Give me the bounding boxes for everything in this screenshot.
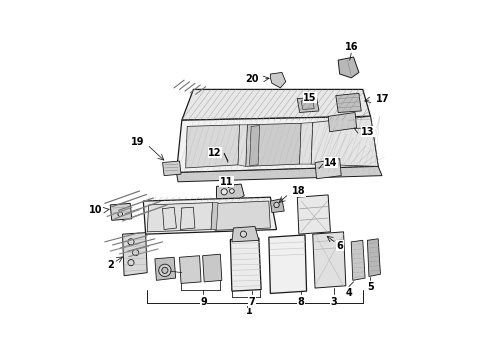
Polygon shape [203,254,222,282]
Polygon shape [186,125,240,168]
Text: 19: 19 [131,137,144,147]
Polygon shape [269,235,307,293]
Text: 16: 16 [344,42,358,52]
Text: 18: 18 [292,186,306,196]
Polygon shape [182,89,370,120]
Polygon shape [143,197,276,234]
Text: 13: 13 [361,127,375,137]
Polygon shape [179,256,201,283]
Text: 15: 15 [303,93,317,103]
Polygon shape [311,116,378,166]
Text: 5: 5 [367,282,374,292]
Circle shape [221,189,227,195]
Polygon shape [351,240,365,280]
Text: 8: 8 [298,297,305,307]
Text: 17: 17 [376,94,390,104]
Text: 9: 9 [200,297,207,307]
Polygon shape [368,239,381,276]
Polygon shape [163,161,181,176]
Polygon shape [313,232,346,288]
Text: 10: 10 [89,205,102,215]
Polygon shape [176,116,378,172]
Polygon shape [338,57,359,78]
Circle shape [118,212,122,216]
Text: 12: 12 [208,148,222,158]
Polygon shape [230,238,261,291]
Polygon shape [328,112,357,132]
Circle shape [132,249,139,256]
Polygon shape [270,199,284,213]
Circle shape [229,189,234,193]
Polygon shape [176,166,382,182]
Circle shape [240,231,246,237]
Polygon shape [147,203,213,232]
Circle shape [159,264,171,276]
Polygon shape [122,233,147,276]
Polygon shape [336,93,361,112]
Circle shape [128,260,134,266]
Polygon shape [217,184,244,201]
Polygon shape [315,159,341,179]
Polygon shape [301,100,314,109]
Polygon shape [238,125,247,166]
Circle shape [128,239,134,245]
Polygon shape [215,201,270,230]
Polygon shape [211,203,218,230]
Polygon shape [245,123,301,166]
Text: 20: 20 [245,75,259,84]
Circle shape [162,267,168,274]
Text: 11: 11 [220,177,233,187]
Text: 1: 1 [246,306,253,316]
Polygon shape [110,203,132,220]
Text: 2: 2 [107,260,114,270]
Text: 4: 4 [345,288,352,298]
Polygon shape [270,72,286,88]
Text: 7: 7 [248,297,255,307]
Polygon shape [249,126,260,166]
Polygon shape [297,97,319,112]
Polygon shape [232,226,259,242]
Circle shape [274,202,279,208]
Polygon shape [297,195,330,234]
Text: 14: 14 [324,158,338,167]
Polygon shape [155,257,175,280]
Circle shape [182,271,187,276]
Polygon shape [300,122,313,164]
Text: 3: 3 [330,297,337,307]
Text: 6: 6 [336,241,343,251]
